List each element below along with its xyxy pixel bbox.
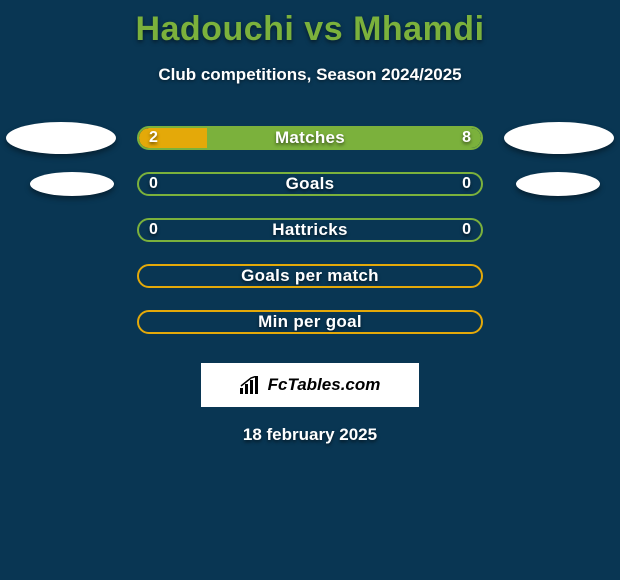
- footer-date: 18 february 2025: [0, 425, 620, 445]
- stat-row-goals-per-match: Goals per match: [0, 253, 620, 299]
- page-title: Hadouchi vs Mhamdi: [0, 0, 620, 49]
- stat-label: Goals per match: [139, 266, 481, 286]
- footer-logo: FcTables.com: [201, 363, 419, 407]
- stat-value-right: 0: [462, 221, 471, 239]
- vs-separator: vs: [294, 10, 353, 48]
- stat-bar-min-per-goal: Min per goal: [137, 310, 483, 334]
- player-left-avatar-small: [30, 172, 114, 196]
- stat-row-hattricks: 0 Hattricks 0: [0, 207, 620, 253]
- stat-bar-hattricks: 0 Hattricks 0: [137, 218, 483, 242]
- stat-bar-matches: 2 Matches 8: [137, 126, 483, 150]
- player-right-avatar: [504, 122, 614, 154]
- stat-bar-goals-per-match: Goals per match: [137, 264, 483, 288]
- player-left-name: Hadouchi: [135, 10, 294, 48]
- chart-icon: [240, 376, 262, 394]
- stat-row-matches: 2 Matches 8: [0, 115, 620, 161]
- stat-value-right: 8: [462, 129, 471, 147]
- stat-label: Hattricks: [139, 220, 481, 240]
- stat-bar-goals: 0 Goals 0: [137, 172, 483, 196]
- player-right-name: Mhamdi: [353, 10, 484, 48]
- stat-label: Matches: [139, 128, 481, 148]
- player-right-avatar-small: [516, 172, 600, 196]
- stat-row-min-per-goal: Min per goal: [0, 299, 620, 345]
- stats-container: 2 Matches 8 0 Goals 0 0 Hattricks 0: [0, 115, 620, 345]
- player-left-avatar: [6, 122, 116, 154]
- stat-value-right: 0: [462, 175, 471, 193]
- stat-label: Min per goal: [139, 312, 481, 332]
- footer-logo-text: FcTables.com: [268, 375, 381, 395]
- subtitle: Club competitions, Season 2024/2025: [0, 65, 620, 85]
- stat-label: Goals: [139, 174, 481, 194]
- stat-row-goals: 0 Goals 0: [0, 161, 620, 207]
